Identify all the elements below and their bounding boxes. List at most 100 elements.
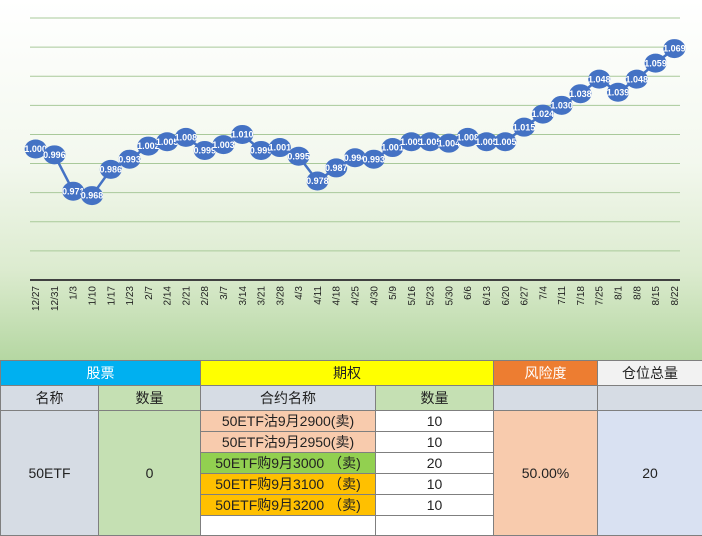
- data-label: 0.971: [62, 186, 85, 196]
- data-label: 1.008: [175, 133, 198, 143]
- data-point: [137, 136, 160, 156]
- data-point: [62, 181, 85, 201]
- data-point: [80, 186, 103, 206]
- chart-area: 12/27 12/31 1/3 1/10 1/17 1/23 2/7 2/14 2/21 2/28…: [0, 0, 702, 361]
- subheader-contract-qty: 数量: [375, 385, 494, 411]
- data-point: [193, 140, 216, 160]
- x-tick-label: 2/14: [163, 286, 174, 306]
- data-label: 1.039: [607, 87, 630, 97]
- data-label: 0.994: [344, 153, 367, 163]
- option-qty: 10: [375, 410, 494, 432]
- data-label: 1.001: [269, 143, 292, 153]
- data-point: [644, 53, 667, 73]
- x-tick-label: 1/10: [87, 286, 98, 306]
- stock-qty: 0: [98, 410, 201, 536]
- data-label: 1.004: [438, 138, 461, 148]
- series-line: [35, 47, 676, 198]
- data-label: 0.993: [118, 154, 141, 164]
- x-tick-label: 6/6: [463, 286, 474, 300]
- data-point: [24, 139, 47, 159]
- data-label: 1.059: [644, 58, 667, 68]
- table-row: 50ETF沽9月2950(卖) 10: [1, 431, 702, 453]
- x-tick-label: 5/9: [388, 286, 399, 300]
- data-label: 1.001: [381, 143, 404, 153]
- data-label: 1.069: [663, 44, 686, 54]
- header-row: 股票 期权 风险度 仓位总量: [0, 360, 702, 386]
- data-label: 1.038: [569, 89, 592, 99]
- header-option: 期权: [200, 360, 494, 386]
- option-contract: 50ETF购9月3200 （卖): [200, 494, 376, 516]
- x-tick-label: 1/23: [125, 286, 136, 306]
- x-tick-label: 4/11: [313, 286, 324, 305]
- option-qty: 10: [375, 431, 494, 453]
- table-row: 50ETF购9月3000 （卖) 20: [1, 452, 702, 474]
- data-label: 0.987: [325, 163, 348, 173]
- stock-name: 50ETF: [0, 410, 99, 536]
- data-label: 1.005: [419, 137, 442, 147]
- data-point: [99, 159, 122, 179]
- data-point: [513, 117, 536, 137]
- option-qty: 20: [375, 452, 494, 474]
- x-tick-label: 2/21: [181, 286, 192, 306]
- data-point: [231, 124, 254, 144]
- data-label: 1.008: [456, 133, 479, 143]
- x-tick-label: 6/20: [501, 286, 512, 306]
- data-point: [531, 104, 554, 124]
- data-label: 0.968: [81, 191, 104, 201]
- subheader-risk-blank: [493, 385, 598, 411]
- option-contract: 50ETF购9月3000 （卖): [200, 452, 376, 474]
- table-row: 50ETF 0 50ETF沽9月2900(卖) 10 50.00% 20: [0, 410, 702, 536]
- x-tick-label: 5/23: [426, 286, 437, 306]
- data-label: 0.993: [363, 154, 386, 164]
- option-contract: 50ETF购9月3100 （卖): [200, 473, 376, 495]
- subheader-total-blank: [597, 385, 702, 411]
- line-chart: 12/27 12/31 1/3 1/10 1/17 1/23 2/7 2/14 2/21 2/28…: [24, 17, 686, 311]
- table-row: [1, 515, 702, 536]
- x-tick-label: 6/27: [520, 286, 531, 306]
- data-point: [306, 171, 329, 191]
- option-contract: 50ETF沽9月2900(卖): [200, 410, 376, 432]
- risk-value: 50.00%: [493, 410, 598, 536]
- data-label: 1.002: [137, 141, 160, 151]
- data-point: [550, 95, 573, 115]
- x-tick-label: 4/25: [351, 286, 362, 306]
- option-qty: 10: [375, 473, 494, 495]
- data-point: [287, 146, 310, 166]
- subheader-row: 名称 数量 合约名称 数量: [0, 385, 702, 411]
- x-tick-label: 8/22: [670, 286, 681, 306]
- subheader-name: 名称: [0, 385, 99, 411]
- data-label: 0.995: [287, 151, 310, 161]
- data-label: 1.000: [24, 144, 47, 154]
- data-label: 1.048: [626, 74, 649, 84]
- data-point: [212, 135, 235, 155]
- x-tick-label: 1/17: [106, 286, 117, 306]
- data-point: [174, 127, 197, 147]
- data-label: 1.005: [475, 137, 498, 147]
- data-point: [607, 82, 630, 102]
- x-tick-label: 12/27: [31, 286, 42, 311]
- data-point: [569, 84, 592, 104]
- data-label: 1.048: [588, 74, 611, 84]
- data-point: [362, 149, 385, 169]
- data-label: 1.003: [212, 140, 235, 150]
- data-point: [268, 138, 291, 158]
- data-point: [663, 39, 686, 59]
- x-tick-label: 12/31: [50, 286, 61, 311]
- table-row: 50ETF购9月3100 （卖) 10: [1, 473, 702, 495]
- x-tick-label: 7/11: [557, 286, 568, 305]
- positions-table: 股票 期权 风险度 仓位总量 名称 数量 合约名称 数量 50ETF 0 50E…: [0, 360, 702, 536]
- data-point: [419, 132, 442, 152]
- data-label: 1.005: [156, 137, 179, 147]
- data-label: 1.010: [231, 130, 254, 140]
- total-value: 20: [597, 410, 702, 536]
- data-label: 1.015: [513, 122, 536, 132]
- subheader-contract: 合约名称: [200, 385, 376, 411]
- x-tick-label: 4/3: [294, 286, 305, 300]
- x-tick-label: 3/21: [257, 286, 268, 306]
- x-tick-label: 8/1: [614, 286, 625, 300]
- x-tick-label: 6/13: [482, 286, 493, 306]
- data-point: [43, 145, 66, 165]
- table-row: 50ETF购9月3200 （卖) 10: [1, 494, 702, 516]
- x-tick-label: 7/18: [576, 286, 587, 306]
- option-qty: 10: [375, 494, 494, 516]
